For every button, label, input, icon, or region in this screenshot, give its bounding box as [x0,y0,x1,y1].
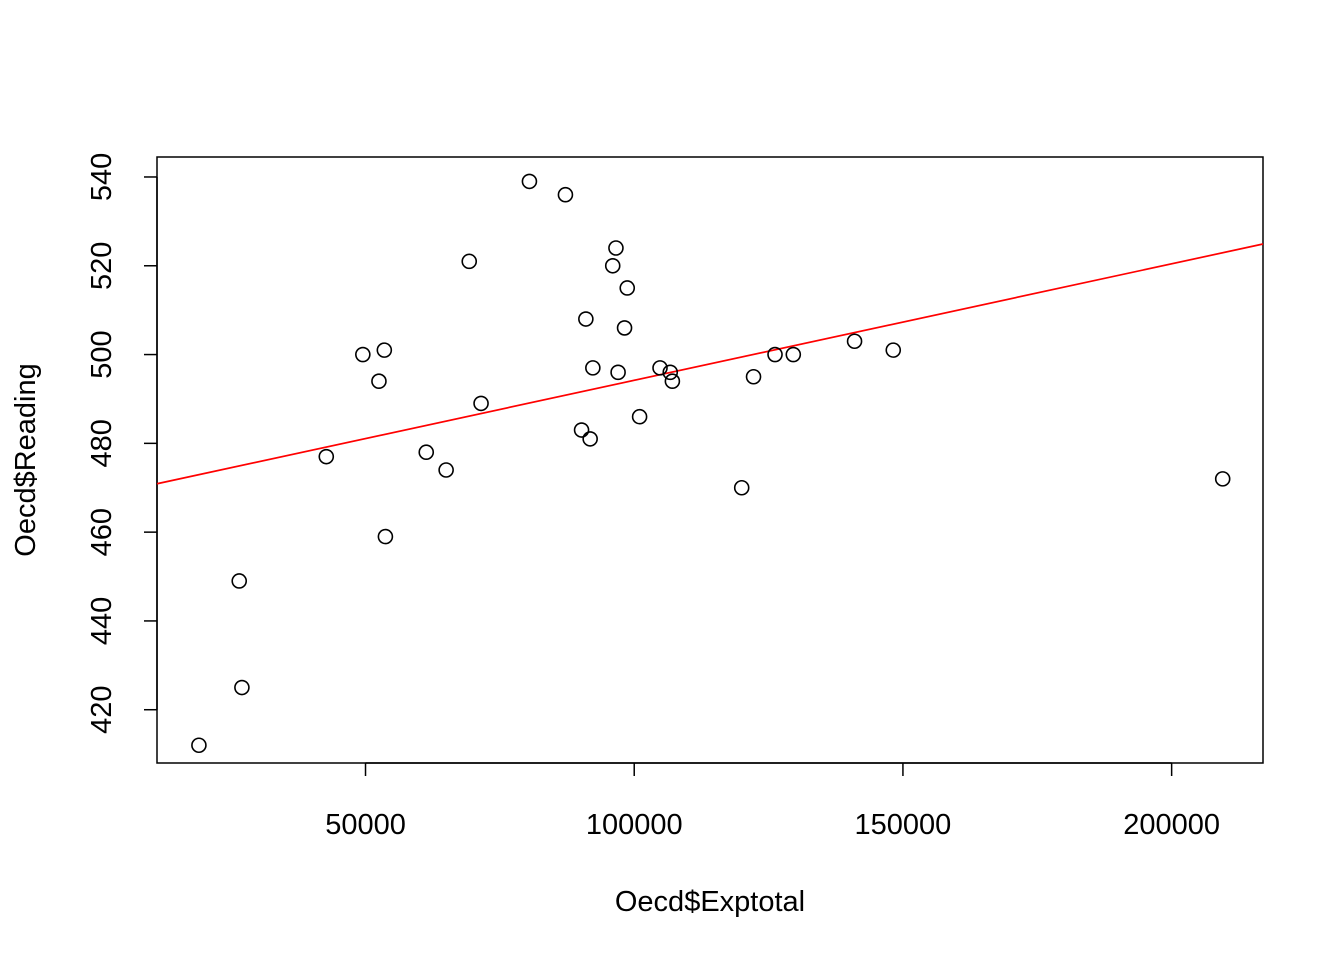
points-layer [191,173,1231,754]
data-point [557,186,574,203]
data-point [616,320,633,336]
data-point [231,573,248,589]
y-tick-label: 500 [86,330,118,378]
data-point [745,368,762,385]
data-point [582,431,598,447]
x-tick-label: 200000 [1123,809,1220,841]
y-tick-label: 440 [86,597,118,645]
data-point [521,173,538,190]
data-point [438,462,454,478]
x-tick-label: 50000 [325,809,406,841]
data-point [473,395,489,412]
data-point [619,280,636,296]
data-point [767,346,783,363]
data-point [846,333,863,350]
y-axis-label: Oecd$Reading [10,363,42,556]
data-point [885,342,902,358]
data-point [418,444,435,461]
x-tick-label: 100000 [586,809,683,841]
data-point [610,364,626,381]
y-tick-label: 420 [86,686,118,734]
plot-frame [156,156,1264,764]
data-point [191,737,207,754]
data-point [631,408,648,425]
data-point [604,257,621,274]
data-point [376,342,393,358]
x-axis: 50000 100000 150000 200000 [325,762,1220,841]
y-tick-label: 480 [86,419,118,467]
data-point [652,360,668,376]
x-tick-label: 150000 [855,809,952,841]
data-point [578,311,594,327]
y-tick-label: 460 [86,508,118,556]
data-point [733,479,750,496]
data-point [318,448,335,465]
data-point [371,373,387,389]
data-point [377,528,394,545]
regression-line [156,243,1264,485]
y-axis: 420 440 460 480 500 520 540 [86,153,158,734]
data-point [573,422,590,438]
data-point [355,346,371,363]
y-tick-label: 540 [86,153,118,201]
data-point [662,364,679,381]
data-point [608,240,624,256]
data-point [1214,471,1231,487]
data-point [585,360,601,376]
regression-line-layer [156,243,1264,485]
data-point [461,253,478,270]
data-point [234,679,250,696]
x-axis-label: Oecd$Exptotal [615,886,805,918]
data-point [664,373,681,389]
y-tick-label: 520 [86,242,118,290]
data-point [785,346,802,363]
